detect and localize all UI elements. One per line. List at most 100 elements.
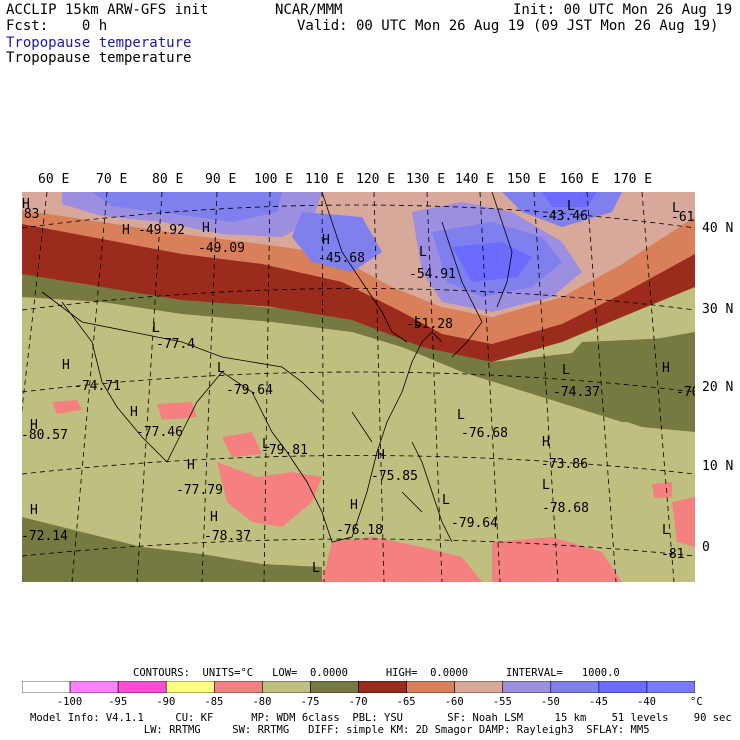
extremum-value: -80.57 [22,428,68,443]
extremum-value: -75.85 [371,469,418,484]
extremum-value: -81 [661,547,684,562]
longitude-label: 90 E [205,172,237,187]
color-bar-swatch [310,681,359,693]
field-fill-olive-north [22,272,695,422]
high-marker: H [542,435,550,450]
extremum-value: -79.64 [451,516,498,531]
color-bar-swatch [213,681,263,693]
forecast-hour: Fcst: 0 h [6,18,108,34]
model-info-line-1: Model Info: V4.1.1 CU: KF MP: WDM 6class… [30,712,732,724]
color-bar-swatch [550,681,600,693]
extremum-value: -79.64 [226,383,273,398]
color-bar-swatch [165,681,215,693]
color-bar-tick-label: -45 [588,696,608,708]
longitude-label: 70 E [96,172,128,187]
color-bar-tick-label: -90 [156,696,176,708]
latitude-label: 30 N [702,302,734,317]
color-bar-tick-label: -65 [396,696,416,708]
extremum-value: -76.68 [461,426,508,441]
low-marker: L [312,561,320,576]
extremum-value: -45.68 [318,251,365,266]
low-marker: L [442,493,450,508]
longitude-label: 80 E [152,172,184,187]
high-marker: H [122,223,130,238]
field-fill-salmon-india [157,402,197,420]
color-bar-swatch [598,681,648,693]
color-bar-tick-label: -40 [637,696,656,708]
color-bar-swatch [454,681,504,693]
extremum-value: -51.28 [406,317,453,332]
color-bar-tick-label: -55 [492,696,512,708]
extremum-value: -70 [676,385,695,400]
color-bar-tick-label: -100 [56,696,83,708]
high-marker: H [187,458,195,473]
color-bar-swatch [22,681,71,693]
color-bar-tick-label: -60 [444,696,464,708]
low-marker: L [542,478,550,493]
color-bar-tick-label: -80 [252,696,272,708]
extremum-value: -49.92 [138,223,185,238]
high-marker: H [202,221,210,236]
field-fill-salmon-east-small [652,482,672,498]
field-title: Tropopause temperature [6,50,192,66]
latitude-label: 40 N [702,221,734,236]
contour-info: CONTOURS: UNITS=°C LOW= 0.0000 HIGH= 0.0… [133,667,620,679]
longitude-label: 170 E [613,172,653,187]
high-marker: H [210,510,218,525]
extremum-value: -73.86 [541,457,588,472]
low-marker: L [457,408,465,423]
center-label: NCAR/MMM [275,2,343,18]
longitude-label: 100 E [254,172,294,187]
field-fill-red [22,222,695,362]
color-bar-tick-label: -95 [108,696,128,708]
high-marker: H [130,405,138,420]
low-marker: L [567,199,575,214]
extremum-value: -49.09 [198,241,245,256]
high-marker: H [30,418,38,433]
low-marker: L [419,245,427,260]
graticule [22,192,695,582]
low-marker: L [414,315,422,330]
extremum-value: -77.4 [156,337,195,352]
high-marker: H [30,503,38,518]
low-marker: L [152,321,160,336]
model-title: ACCLIP 15km ARW-GFS init [6,2,209,18]
longitude-label: 150 E [507,172,547,187]
high-marker: H [62,358,70,373]
high-marker: H [377,448,385,463]
field-fill-blue-center [292,212,382,272]
color-bar-tick-label: -50 [540,696,560,708]
extremum-value: -74.71 [74,379,121,394]
field-fill-salmon-west [52,400,82,414]
field-fill-salmon-indochina [217,462,322,527]
color-bar-swatch [502,681,552,693]
longitude-label: 160 E [560,172,600,187]
high-marker: H [22,197,30,212]
extremum-value: -72.14 [22,529,68,544]
extremum-value: -76.18 [336,523,383,538]
valid-time: Valid: 00 UTC Mon 26 Aug 19 (09 JST Mon … [297,18,719,34]
model-info-line-2: LW: RRTMG SW: RRTMG DIFF: simple KM: 2D … [30,724,650,736]
extremum-value: -43.46 [541,209,588,224]
extremum-value: -74.37 [553,385,600,400]
field-title-colored: Tropopause temperature [6,35,192,51]
field-fill-olive-south [22,517,322,582]
extremum-value: -77.46 [136,425,183,440]
map-panel: H -49.92 H -49.09 H -45.68 L -54.91 L -43.46 L -51.… [22,192,695,582]
high-marker: H [662,361,670,376]
extrema-labels: H -49.92 H-49.09H-45.68 L-54.91L-43.46L-51.… [22,197,695,576]
high-marker: H [322,233,330,248]
low-marker: L [562,363,570,378]
color-bar-swatch [406,681,455,693]
field-fill-blue [92,192,282,222]
low-marker: L [217,361,225,376]
latitude-label: 20 N [702,380,734,395]
field-fill-deep-blue-northeast [542,192,597,207]
longitude-label: 110 E [305,172,345,187]
color-bar-swatch [358,681,407,693]
color-bar-tick-label: -75 [300,696,320,708]
extremum-value: -83 [22,207,39,222]
extremum-value: -61 [671,210,694,225]
init-time: Init: 00 UTC Mon 26 Aug 19 [513,2,733,18]
field-fill-olive-east [542,337,695,432]
